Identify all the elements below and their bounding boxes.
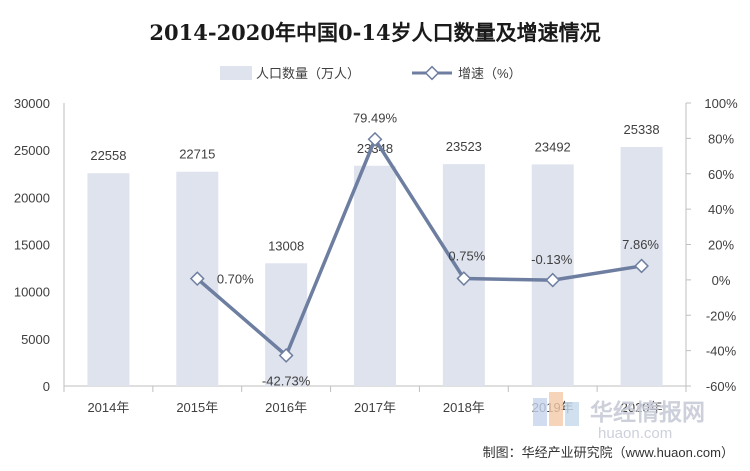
legend-bar-swatch [220, 66, 252, 80]
y-left-tick-label: 0 [43, 379, 50, 394]
watermark-brand: 华经情报网 [590, 399, 705, 425]
y-left-tick-label: 25000 [14, 143, 50, 158]
legend: 人口数量（万人） 增速（%） [220, 65, 522, 81]
x-tick-label: 2018年 [443, 400, 485, 415]
growth-point [456, 271, 472, 286]
watermark-logo-block-3 [565, 402, 579, 426]
bar-value-label: 25338 [623, 122, 659, 137]
bar-value-label: 22715 [179, 147, 215, 162]
growth-point [545, 272, 561, 288]
bar-value-label: 23523 [446, 139, 482, 154]
y-right-tick-label: 0% [712, 273, 731, 288]
growth-point [278, 348, 294, 363]
bar [354, 165, 396, 386]
bar [265, 263, 308, 386]
growth-point [189, 271, 205, 287]
watermark-logo-block-1 [533, 398, 547, 426]
y-right-tick-label: -40% [706, 344, 737, 359]
y-right-tick-label: -20% [706, 308, 737, 323]
line-labels: 0.70% -42.73% 79.49% 0.75% -0.13% 7.86% [217, 110, 660, 388]
x-tick-label: 2014年 [87, 400, 129, 415]
bar-value-label: 22558 [90, 148, 126, 163]
bars [87, 146, 663, 386]
growth-value-label: 0.75% [448, 249, 485, 264]
growth-value-label: 79.49% [353, 110, 398, 125]
y-left-tick-label: 5000 [21, 332, 50, 347]
legend-bar-label: 人口数量（万人） [256, 66, 360, 81]
watermark-logo-block-2 [549, 392, 563, 426]
bar-value-label: 23492 [535, 139, 571, 154]
growth-value-label: 0.70% [217, 272, 254, 287]
y-right-tick-label: 40% [708, 202, 734, 217]
y-left-tick-label: 15000 [14, 238, 50, 253]
y-right-tick-label: 60% [708, 167, 734, 182]
growth-value-label: -42.73% [262, 373, 311, 388]
y-left-tick-label: 10000 [14, 285, 50, 300]
axes: 0 5000 10000 15000 20000 25000 30000 -60% -40% -2… [14, 96, 738, 415]
y-right-tick-label: 20% [708, 238, 734, 253]
y-right-tick-label: 80% [708, 131, 734, 146]
x-tick-label: 2017年 [354, 400, 396, 415]
growth-point [367, 131, 383, 147]
growth-value-label: 7.86% [622, 237, 659, 252]
legend-line-marker [424, 65, 440, 81]
bar [87, 173, 130, 386]
watermark-domain: huaon.com [598, 425, 672, 442]
growth-line [196, 137, 642, 358]
growth-value-label: -0.13% [531, 252, 573, 267]
bar-value-label: 13008 [268, 238, 304, 253]
x-tick-label: 2016年 [265, 400, 307, 415]
legend-line-label: 增速（%） [458, 66, 522, 81]
line-series [189, 131, 649, 363]
growth-point [634, 258, 649, 274]
y-right-tick-label: -60% [706, 379, 737, 394]
x-tick-label: 2020年 [621, 400, 663, 415]
x-tick-label: 2015年 [176, 400, 218, 415]
chart-title: 2014-2020年中国0-14岁人口数量及增速情况 [149, 20, 600, 45]
source-note: 制图：华经产业研究院（www.huaon.com） [483, 445, 734, 460]
y-right-tick-label: 100% [704, 96, 738, 111]
watermark: 华经情报网 huaon.com [533, 392, 705, 442]
y-left-tick-label: 20000 [14, 190, 50, 205]
y-left-tick-label: 30000 [14, 96, 50, 111]
